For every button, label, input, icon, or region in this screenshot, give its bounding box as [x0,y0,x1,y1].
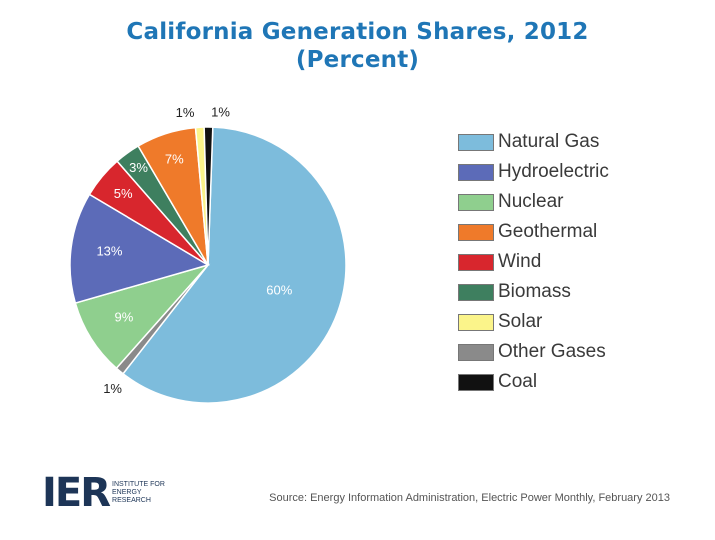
pie-slice-hydroelectric [69,193,210,304]
legend-label-wind: Wind [498,251,542,272]
slice-label-nuclear: 9% [115,309,134,324]
ier-logo: IER INSTITUTE FOR ENERGY RESEARCH [42,470,182,516]
legend-swatch-nuclear [458,193,494,211]
legend-label-nuclear: Nuclear [498,191,564,212]
legend-item-hydroelectric: Hydroelectric [458,157,609,187]
legend-item-natural-gas: Natural Gas [458,127,609,157]
slice-label-biomass: 3% [129,160,148,175]
legend-label-solar: Solar [498,311,543,332]
legend-swatch-other-gases [458,343,494,361]
chart-legend: Natural Gas Hydroelectric Nuclear Geotherma… [458,127,609,397]
legend-label-other-gases: Other Gases [498,341,606,362]
legend-swatch-natural-gas [458,133,494,151]
legend-swatch-biomass [458,283,494,301]
legend-swatch-solar [458,313,494,331]
legend-label-biomass: Biomass [498,281,571,302]
legend-swatch-wind [458,253,494,271]
slice-label-natural-gas: 60% [266,282,292,297]
logo-subtitle: INSTITUTE FOR ENERGY RESEARCH [112,481,182,505]
legend-item-coal: Coal [458,367,609,397]
legend-swatch-coal [458,373,494,391]
slice-label-hydroelectric: 13% [96,244,122,259]
legend-swatch-hydroelectric [458,163,494,181]
slice-label-wind: 5% [114,186,133,201]
legend-label-hydroelectric: Hydroelectric [498,161,609,182]
slice-label-solar: 1% [176,105,195,120]
logo-subtitle-line-1: INSTITUTE FOR [112,481,165,488]
pie-slice-coal [203,126,214,266]
legend-item-biomass: Biomass [458,277,609,307]
pie-slice-natural-gas [121,126,347,404]
chart-title: California Generation Shares, 2012 (Perc… [0,18,715,74]
legend-item-other-gases: Other Gases [458,337,609,367]
logo-mark: IER [42,470,111,516]
logo-subtitle-line-2: ENERGY RESEARCH [112,489,151,504]
legend-label-geothermal: Geothermal [498,221,598,242]
legend-item-solar: Solar [458,307,609,337]
slice-label-geothermal: 7% [165,151,184,166]
legend-item-nuclear: Nuclear [458,187,609,217]
slice-label-coal: 1% [211,105,230,120]
legend-swatch-geothermal [458,223,494,241]
legend-item-geothermal: Geothermal [458,217,609,247]
legend-label-coal: Coal [498,371,538,392]
source-note: Source: Energy Information Administratio… [269,492,670,504]
legend-label-natural-gas: Natural Gas [498,131,600,152]
chart-title-line-2: (Percent) [295,47,420,73]
chart-title-line-1: California Generation Shares, 2012 [126,19,589,45]
slice-label-other-gases: 1% [103,381,122,396]
legend-item-wind: Wind [458,247,609,277]
